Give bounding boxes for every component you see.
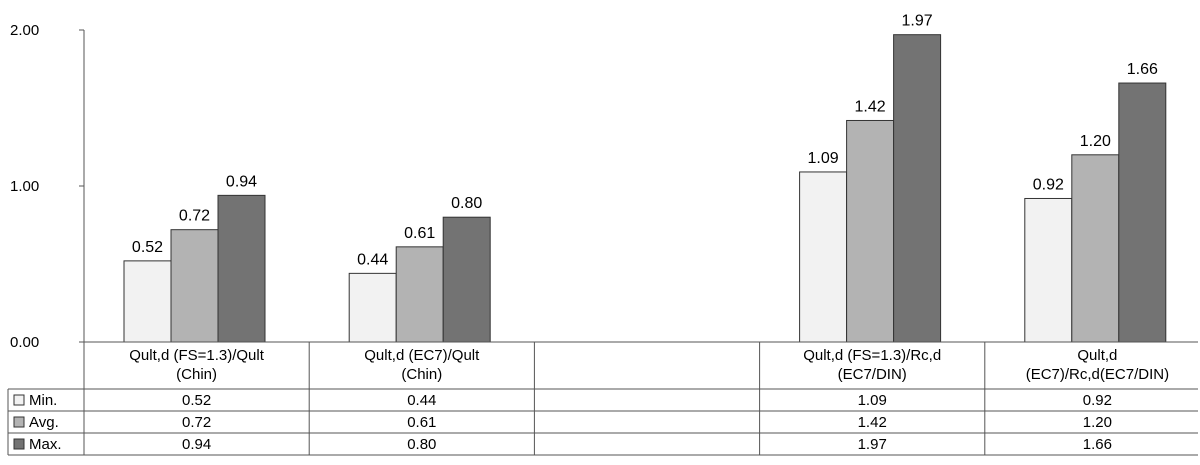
bar-avg <box>395 246 444 343</box>
data-label: 1.66 <box>1127 61 1158 78</box>
y-tick-label: 2.00 <box>10 22 39 39</box>
data-labels-layer: 0.52 0.72 0.94 0.44 0.61 0.80 1.09 1.42 1.97 0.92… <box>132 13 1158 269</box>
bars-layer <box>123 34 1167 343</box>
bar-max <box>893 34 942 343</box>
bar-avg <box>1071 154 1120 343</box>
bar-min <box>799 171 848 343</box>
bar-min <box>1024 197 1073 343</box>
legend-key-max <box>13 438 25 450</box>
category-label: Qult,d (FS=1.3)/Rc,d <box>803 347 941 364</box>
bar-avg <box>170 229 219 343</box>
table-cell: 1.20 <box>1083 414 1112 431</box>
bar-max <box>1118 82 1167 343</box>
table-cell: 0.94 <box>182 436 211 453</box>
table-cell: 1.42 <box>858 414 887 431</box>
legend-label: Avg. <box>29 414 59 431</box>
y-tick-label: 0.00 <box>10 334 39 351</box>
bar-avg <box>846 119 895 343</box>
data-table: Qult,d (FS=1.3)/Qult (Chin) Qult,d (EC7)/Q… <box>7 341 1198 456</box>
table-cell: 1.09 <box>858 392 887 409</box>
bar-max <box>442 216 491 343</box>
legend-label: Min. <box>29 392 57 409</box>
table-cell: 0.72 <box>182 414 211 431</box>
category-label: (Chin) <box>176 366 217 383</box>
category-label: Qult,d (EC7)/Qult <box>364 347 480 364</box>
table-cell: 0.52 <box>182 392 211 409</box>
legend-key-avg <box>13 416 25 428</box>
bar-max <box>217 194 266 343</box>
bar-min <box>348 272 397 343</box>
table-cell: 1.66 <box>1083 436 1112 453</box>
axis-layer: 0.00 1.00 2.00 <box>10 22 85 351</box>
category-label: Qult,d <box>1077 347 1117 364</box>
category-label: (EC7/DIN) <box>838 366 907 383</box>
table-cell: 0.92 <box>1083 392 1112 409</box>
y-tick-label: 1.00 <box>10 178 39 195</box>
data-label: 0.61 <box>404 225 435 242</box>
data-label: 1.97 <box>902 13 933 30</box>
bar-min <box>123 260 172 343</box>
legend-key-min <box>13 394 25 406</box>
category-label: Qult,d (FS=1.3)/Qult <box>129 347 264 364</box>
table-cell: 0.61 <box>407 414 436 431</box>
data-label: 0.72 <box>179 208 210 225</box>
data-label: 0.44 <box>357 251 388 268</box>
data-label: 0.94 <box>226 173 257 190</box>
legend-label: Max. <box>29 436 62 453</box>
data-label: 1.09 <box>808 150 839 167</box>
table-cell: 0.44 <box>407 392 436 409</box>
data-label: 1.42 <box>855 98 886 115</box>
data-label: 0.52 <box>132 239 163 256</box>
data-label: 0.80 <box>451 195 482 212</box>
table-cell: 0.80 <box>407 436 436 453</box>
data-label: 1.20 <box>1080 133 1111 150</box>
table-cell: 1.97 <box>858 436 887 453</box>
category-label: (Chin) <box>401 366 442 383</box>
data-label: 0.92 <box>1033 176 1064 193</box>
category-label: (EC7)/Rc,d(EC7/DIN) <box>1026 366 1169 383</box>
